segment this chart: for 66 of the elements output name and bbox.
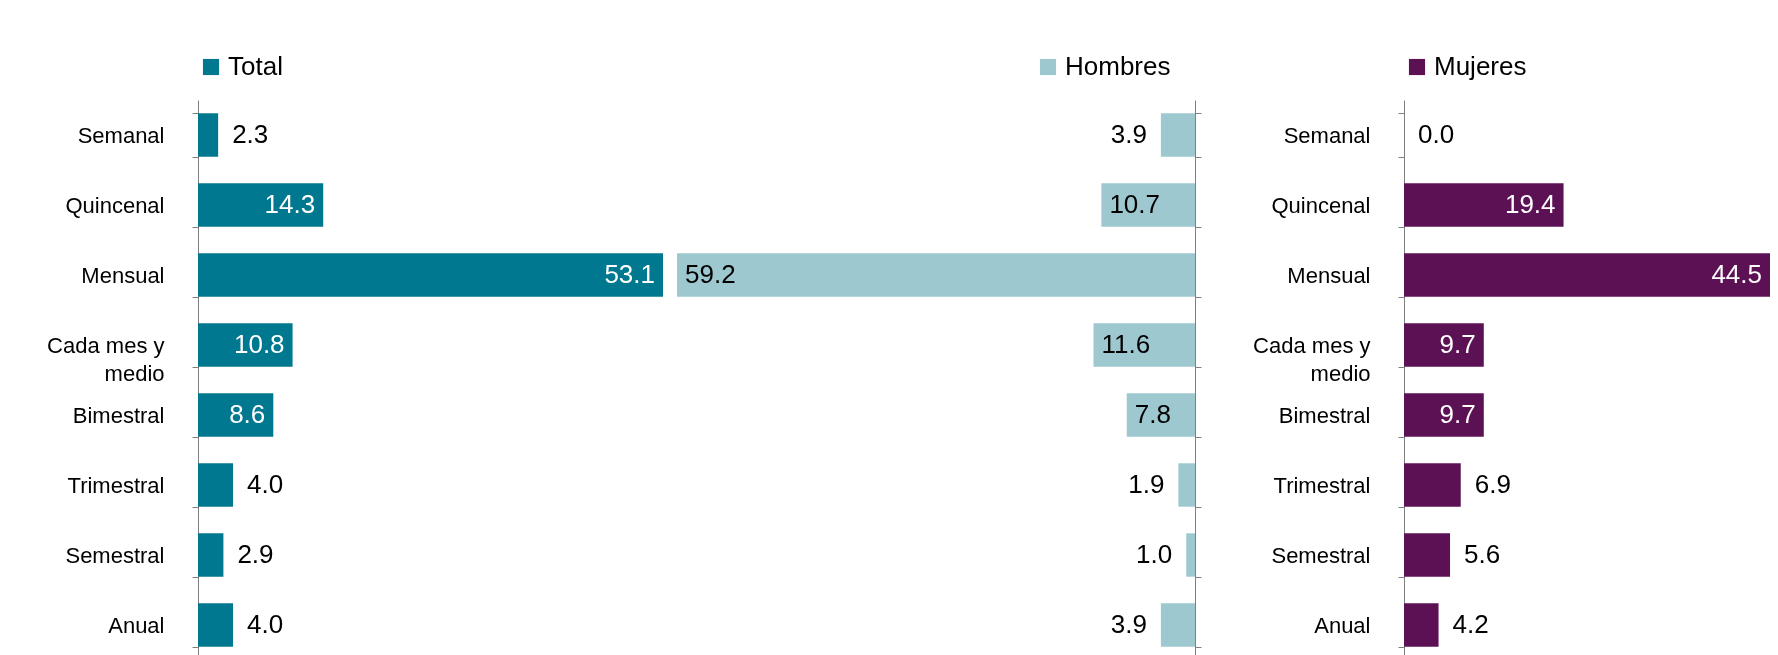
y-tick-label: Anual xyxy=(1314,612,1371,638)
data-label: 10.8 xyxy=(233,329,285,359)
data-label: 2.9 xyxy=(237,539,274,569)
bar xyxy=(1160,113,1195,157)
data-label: 2.3 xyxy=(232,119,269,149)
y-tick-label: Cada mes y medio xyxy=(1253,332,1371,386)
bar xyxy=(1404,603,1439,647)
y-tick-label: Cada mes y medio xyxy=(47,332,165,386)
data-label: 53.1 xyxy=(604,259,655,289)
bar xyxy=(1178,463,1195,507)
bar xyxy=(1404,323,1484,367)
bar xyxy=(198,323,293,367)
data-label: 6.9 xyxy=(1474,469,1511,499)
bar xyxy=(198,183,324,227)
y-tick-label: Semestral xyxy=(1271,542,1371,568)
data-label: 14.3 xyxy=(264,189,316,219)
bar xyxy=(198,113,219,157)
y-tick-label: Bimestral xyxy=(1278,402,1371,428)
data-label: 3.9 xyxy=(1110,119,1147,149)
bar xyxy=(198,533,224,577)
legend-label: Hombres xyxy=(1065,51,1171,81)
y-tick-label: Semestral xyxy=(65,542,165,568)
y-tick-label: Mensual xyxy=(1287,262,1371,288)
y-tick-label: Bimestral xyxy=(72,402,165,428)
data-label: 1.0 xyxy=(1136,539,1173,569)
data-label: 5.6 xyxy=(1464,539,1501,569)
data-label: 1.9 xyxy=(1128,469,1165,499)
y-tick-label: Semanal xyxy=(77,122,165,148)
bar xyxy=(1404,533,1451,577)
y-tick-label: Anual xyxy=(108,612,165,638)
bar xyxy=(198,603,234,647)
bar xyxy=(677,253,1195,297)
data-label: 44.5 xyxy=(1711,259,1762,289)
data-label: 3.9 xyxy=(1110,609,1147,639)
bar xyxy=(1404,463,1461,507)
y-tick-label: Quincenal xyxy=(1271,192,1371,218)
bar xyxy=(1101,183,1195,227)
data-label: 19.4 xyxy=(1504,189,1556,219)
data-label: 11.6 xyxy=(1101,329,1151,359)
bar xyxy=(1126,393,1195,437)
bar xyxy=(198,393,274,437)
y-tick-label: Mensual xyxy=(81,262,165,288)
data-label: 9.7 xyxy=(1439,399,1476,429)
data-label: 59.2 xyxy=(685,259,736,289)
data-label: 4.0 xyxy=(247,609,284,639)
bar xyxy=(198,463,234,507)
data-label: 0.0 xyxy=(1418,119,1455,149)
data-label: 8.6 xyxy=(229,399,266,429)
y-tick-label: Trimestral xyxy=(1273,472,1371,498)
y-tick-label: Quincenal xyxy=(65,192,165,218)
data-label: 9.7 xyxy=(1439,329,1476,359)
y-tick-label: Trimestral xyxy=(67,472,165,498)
data-label: 4.0 xyxy=(247,469,284,499)
data-label: 10.7 xyxy=(1109,189,1160,219)
bar xyxy=(1404,183,1564,227)
legend-label: Mujeres xyxy=(1434,51,1527,81)
bar xyxy=(1186,533,1195,577)
bar xyxy=(1160,603,1195,647)
data-label: 7.8 xyxy=(1134,399,1171,429)
legend-label: Total xyxy=(228,51,283,81)
bar xyxy=(198,253,663,297)
bar xyxy=(1404,253,1770,297)
bar xyxy=(1093,323,1195,367)
bar xyxy=(1404,393,1484,437)
y-tick-label: Semanal xyxy=(1283,122,1371,148)
data-label: 4.2 xyxy=(1452,609,1489,639)
